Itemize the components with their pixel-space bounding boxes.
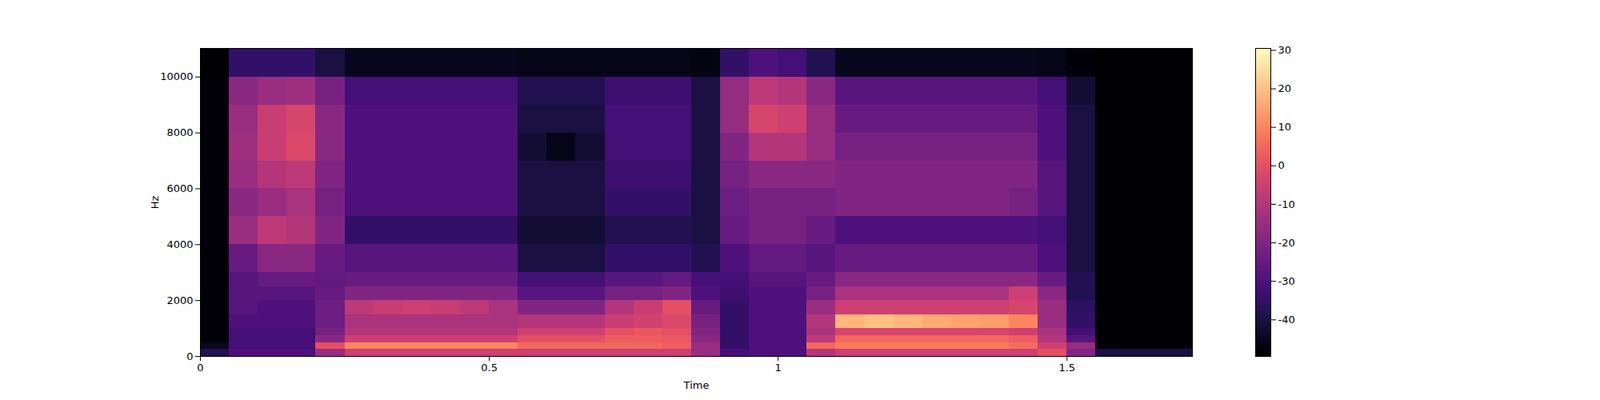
svg-text:-20: -20 (1278, 236, 1296, 249)
svg-text:0.5: 0.5 (480, 361, 498, 374)
svg-text:8000: 8000 (166, 126, 193, 139)
svg-text:2000: 2000 (166, 294, 193, 307)
svg-text:10000: 10000 (160, 70, 193, 83)
svg-text:6000: 6000 (166, 182, 193, 195)
svg-text:Hz: Hz (148, 196, 161, 210)
svg-text:0: 0 (1278, 159, 1285, 172)
svg-text:10: 10 (1278, 120, 1292, 133)
svg-text:20: 20 (1278, 82, 1292, 95)
svg-text:-10: -10 (1278, 198, 1296, 211)
svg-text:0: 0 (196, 361, 204, 374)
svg-text:30: 30 (1278, 44, 1292, 56)
svg-text:-30: -30 (1278, 275, 1296, 288)
svg-text:1: 1 (775, 361, 782, 374)
svg-text:Time: Time (683, 379, 710, 392)
svg-text:4000: 4000 (166, 238, 193, 251)
svg-text:-40: -40 (1278, 313, 1296, 326)
svg-text:0: 0 (186, 350, 193, 363)
svg-text:1.5: 1.5 (1058, 361, 1076, 374)
